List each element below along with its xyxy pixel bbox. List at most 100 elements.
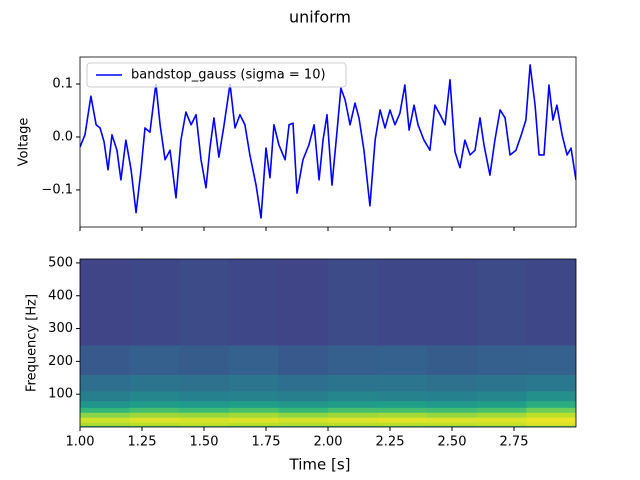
- x-tick-label: 1.25: [128, 435, 157, 450]
- heatmap-cell: [228, 390, 279, 402]
- y-axis-label: Voltage: [17, 118, 32, 167]
- heatmap-cell: [278, 259, 329, 346]
- heatmap-cell: [526, 412, 576, 418]
- heatmap-cell: [228, 259, 279, 346]
- axes-frame: [79, 56, 577, 228]
- heatmap-cell: [328, 407, 379, 413]
- heatmap-cell: [526, 344, 576, 375]
- heatmap-cell: [129, 422, 180, 426]
- y-tick-label: 400: [48, 288, 73, 303]
- heatmap-cell: [80, 417, 131, 423]
- heatmap-cell: [129, 390, 180, 402]
- heatmap-cell: [476, 417, 527, 423]
- heatmap-cell: [377, 390, 428, 402]
- x-tick-label: 1.50: [190, 435, 219, 450]
- heatmap-cell: [278, 407, 329, 413]
- heatmap-cell: [228, 412, 279, 418]
- y-tick-label: 300: [48, 321, 73, 336]
- heatmap-cell: [526, 422, 576, 426]
- heatmap-cell: [179, 417, 230, 423]
- heatmap-cell: [228, 344, 279, 375]
- y-tick-label: −0.1: [41, 182, 73, 197]
- heatmap-cell: [526, 407, 576, 413]
- heatmap-cell: [427, 259, 478, 346]
- heatmap-cell: [377, 259, 428, 346]
- heatmap-cell: [377, 412, 428, 418]
- heatmap-cell: [526, 425, 576, 427]
- heatmap-cell: [476, 390, 527, 402]
- heatmap-cell: [179, 344, 230, 375]
- heatmap-cell: [526, 400, 576, 408]
- heatmap-cell: [179, 425, 230, 427]
- heatmap-cell: [179, 374, 230, 392]
- heatmap-cell: [427, 374, 478, 392]
- heatmap-cell: [476, 425, 527, 427]
- heatmap-cell: [228, 374, 279, 392]
- legend-label: bandstop_gauss (sigma = 10): [131, 68, 326, 83]
- heatmap-cell: [179, 400, 230, 408]
- plot-area: [80, 259, 576, 427]
- heatmap-cell: [80, 400, 131, 408]
- heatmap-cell: [427, 344, 478, 375]
- heatmap-cell: [328, 400, 379, 408]
- heatmap-cell: [476, 400, 527, 408]
- heatmap-cell: [427, 407, 478, 413]
- heatmap-cell: [80, 374, 131, 392]
- heatmap-cell: [129, 407, 180, 413]
- heatmap-cell: [278, 425, 329, 427]
- heatmap-cell: [427, 422, 478, 426]
- heatmap-cell: [476, 344, 527, 375]
- heatmap-cell: [328, 374, 379, 392]
- y-tick-label: 100: [48, 387, 73, 402]
- heatmap-cell: [377, 374, 428, 392]
- y-axis-label: Frequency [Hz]: [25, 294, 40, 392]
- y-tick-label: 200: [48, 354, 73, 369]
- heatmap-cell: [526, 374, 576, 392]
- heatmap-cell: [179, 390, 230, 402]
- heatmap-cell: [427, 400, 478, 408]
- heatmap-cell: [278, 390, 329, 402]
- figure-title: uniform: [289, 8, 351, 27]
- x-tick-label: 1.75: [252, 435, 281, 450]
- x-axis-label: Time [s]: [289, 456, 351, 474]
- heatmap-cell: [476, 407, 527, 413]
- heatmap-cell: [129, 374, 180, 392]
- heatmap-cell: [328, 425, 379, 427]
- heatmap-cell: [377, 422, 428, 426]
- heatmap-cell: [228, 422, 279, 426]
- heatmap-cell: [476, 374, 527, 392]
- heatmap-cell: [377, 425, 428, 427]
- heatmap-cell: [129, 417, 180, 423]
- heatmap-cell: [278, 374, 329, 392]
- x-tick-label: 2.75: [500, 435, 529, 450]
- heatmap-cell: [526, 417, 576, 423]
- heatmap-cell: [278, 412, 329, 418]
- heatmap-cell: [129, 425, 180, 427]
- heatmap-cell: [328, 390, 379, 402]
- heatmap-cell: [129, 412, 180, 418]
- data-line: [80, 64, 576, 219]
- heatmap-cell: [129, 400, 180, 408]
- heatmap-cell: [179, 407, 230, 413]
- heatmap-cell: [377, 344, 428, 375]
- heatmap-cell: [80, 259, 131, 346]
- heatmap-cell: [80, 344, 131, 375]
- heatmap-cell: [328, 417, 379, 423]
- heatmap-cell: [228, 417, 279, 423]
- heatmap-cell: [179, 422, 230, 426]
- x-tick-label: 2.25: [376, 435, 405, 450]
- heatmap-cell: [328, 259, 379, 346]
- heatmap-cell: [129, 344, 180, 375]
- heatmap-cell: [328, 344, 379, 375]
- heatmap-cell: [377, 417, 428, 423]
- x-tick-label: 2.50: [438, 435, 467, 450]
- heatmap-cell: [377, 407, 428, 413]
- heatmap-cell: [526, 390, 576, 402]
- legend-box: [86, 62, 347, 88]
- heatmap-cell: [129, 259, 180, 346]
- axes-frame: [79, 258, 577, 428]
- heatmap-cell: [80, 422, 131, 426]
- heatmap-cell: [328, 412, 379, 418]
- heatmap-cell: [80, 407, 131, 413]
